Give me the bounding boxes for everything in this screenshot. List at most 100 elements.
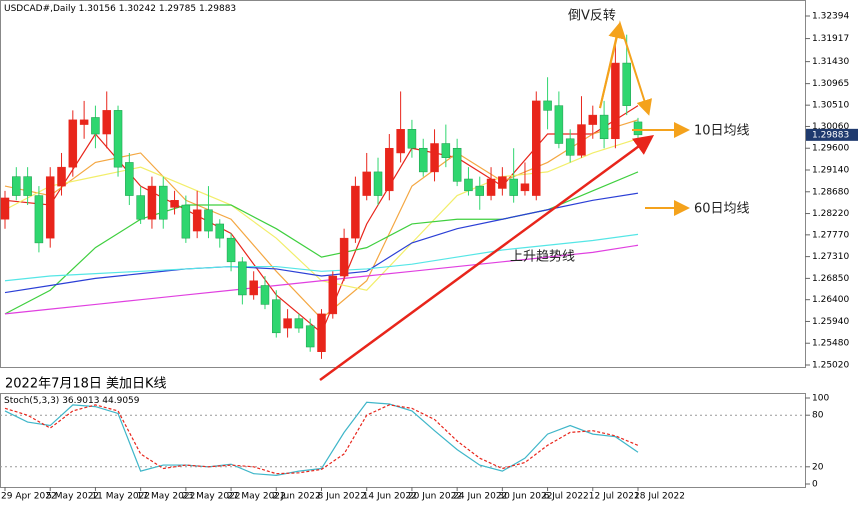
candle-body [328, 275, 338, 315]
y-tick-label: 1.27770 [812, 230, 849, 240]
trend-line [319, 135, 655, 382]
x-tick-label: 24 Jun 2022 [453, 492, 507, 502]
y-tick-label: 1.25940 [812, 317, 849, 327]
candle-body [45, 176, 55, 239]
stoch-frame [0, 393, 806, 488]
series-line [4, 119, 639, 320]
candle-body [498, 176, 507, 189]
candle-body [486, 178, 496, 196]
candle-body [125, 162, 134, 196]
candle-body [57, 166, 66, 187]
candle-body [532, 100, 541, 196]
x-tick-label: 11 May 2022 [91, 492, 150, 502]
candle-body [441, 143, 451, 158]
candle-body [249, 280, 258, 296]
candle-body [272, 299, 281, 334]
candle-body [622, 62, 631, 106]
stoch-title: Stoch(5,3,3) 36.9013 44.9059 [4, 396, 140, 406]
candle-body [396, 129, 405, 154]
candle-body [452, 147, 462, 182]
series-line [4, 244, 639, 315]
candle-body [192, 209, 202, 232]
price-tag [806, 128, 858, 141]
y-tick-label: 1.29600 [812, 144, 849, 154]
y-tick-label: 1.25020 [812, 361, 849, 371]
candle-body [509, 178, 518, 196]
annotation: 60日均线 [694, 202, 750, 217]
candle-body [339, 237, 349, 277]
series-line [4, 192, 639, 294]
candle-body [294, 318, 304, 329]
candle-body [204, 209, 213, 232]
candle-body [147, 185, 157, 220]
x-tick-label: 12 Jul 2022 [589, 492, 640, 502]
y-tick-label: 1.32394 [812, 12, 849, 22]
caption: 2022年7月18日 美加日K线 [5, 377, 167, 392]
candle-body [543, 100, 552, 111]
candle-body [113, 110, 123, 168]
candle-body [159, 185, 168, 220]
candle-body [0, 197, 10, 220]
y-tick-label: 1.31917 [812, 34, 849, 44]
y-tick-label: 1.30510 [812, 101, 849, 111]
candle-body [305, 325, 315, 348]
x-tick-label: 8 Jun 2022 [318, 492, 366, 502]
candle-body [407, 129, 417, 149]
x-tick-label: 20 Jun 2022 [408, 492, 462, 502]
x-tick-label: 30 Jun 2022 [498, 492, 552, 502]
y-tick-label: 1.30060 [812, 122, 849, 132]
price-tag-label: 1.29883 [812, 130, 849, 140]
candle-body [12, 176, 21, 196]
candle-body [215, 223, 225, 239]
candle-body [577, 124, 586, 156]
candle-body [102, 110, 111, 135]
candle-body [260, 285, 270, 305]
y-tick-label: 1.26850 [812, 274, 849, 284]
x-tick-label: 18 Jul 2022 [634, 492, 685, 502]
y-tick-label: 1.30965 [812, 79, 849, 89]
candle-body [362, 171, 371, 196]
candle-body [79, 119, 89, 125]
candle-body [34, 195, 44, 244]
candle-body [565, 138, 575, 156]
y-tick-label: 1.29140 [812, 166, 849, 176]
candle-body [68, 119, 78, 168]
candle-body [520, 183, 530, 192]
candle-body [464, 178, 473, 192]
candle-body [385, 147, 394, 192]
candle-body [588, 114, 598, 125]
annotation: 10日均线 [694, 124, 750, 139]
x-tick-label: 23 May 2022 [182, 492, 241, 502]
v-arrow-up [599, 22, 625, 109]
candle-body [136, 195, 145, 220]
x-tick-label: 5 May 2022 [46, 492, 99, 502]
series-line [4, 105, 639, 334]
x-tick-label: 14 Jun 2022 [363, 492, 417, 502]
candle-body [351, 185, 360, 239]
candle-body [238, 261, 247, 296]
candle-body [226, 237, 236, 263]
symbol-title: USDCAD#,Daily 1.30156 1.30242 1.29785 1.… [4, 4, 236, 14]
candle-body [373, 171, 383, 196]
price-frame [0, 0, 806, 368]
series-line [4, 233, 639, 282]
candle-body [91, 117, 100, 135]
candle-body [283, 318, 292, 329]
y-tick-label: 1.28220 [812, 209, 849, 219]
y-tick-label: 1.27310 [812, 252, 849, 262]
candle-body [418, 147, 428, 173]
y-tick-label: 80 [812, 411, 824, 421]
annotation: 倒V反转 [568, 9, 616, 24]
candle-body [475, 185, 484, 196]
candle-body [599, 114, 609, 140]
y-tick-label: 1.28680 [812, 187, 849, 197]
y-tick-label: 1.26400 [812, 295, 849, 305]
x-tick-label: 27 May 2022 [227, 492, 286, 502]
candle-body [317, 313, 326, 352]
series-line [4, 401, 639, 477]
candle-body [23, 176, 32, 196]
series-line [4, 404, 639, 475]
y-tick-label: 1.25480 [812, 339, 849, 349]
y-tick-label: 100 [812, 394, 829, 404]
candle-body [430, 143, 439, 173]
